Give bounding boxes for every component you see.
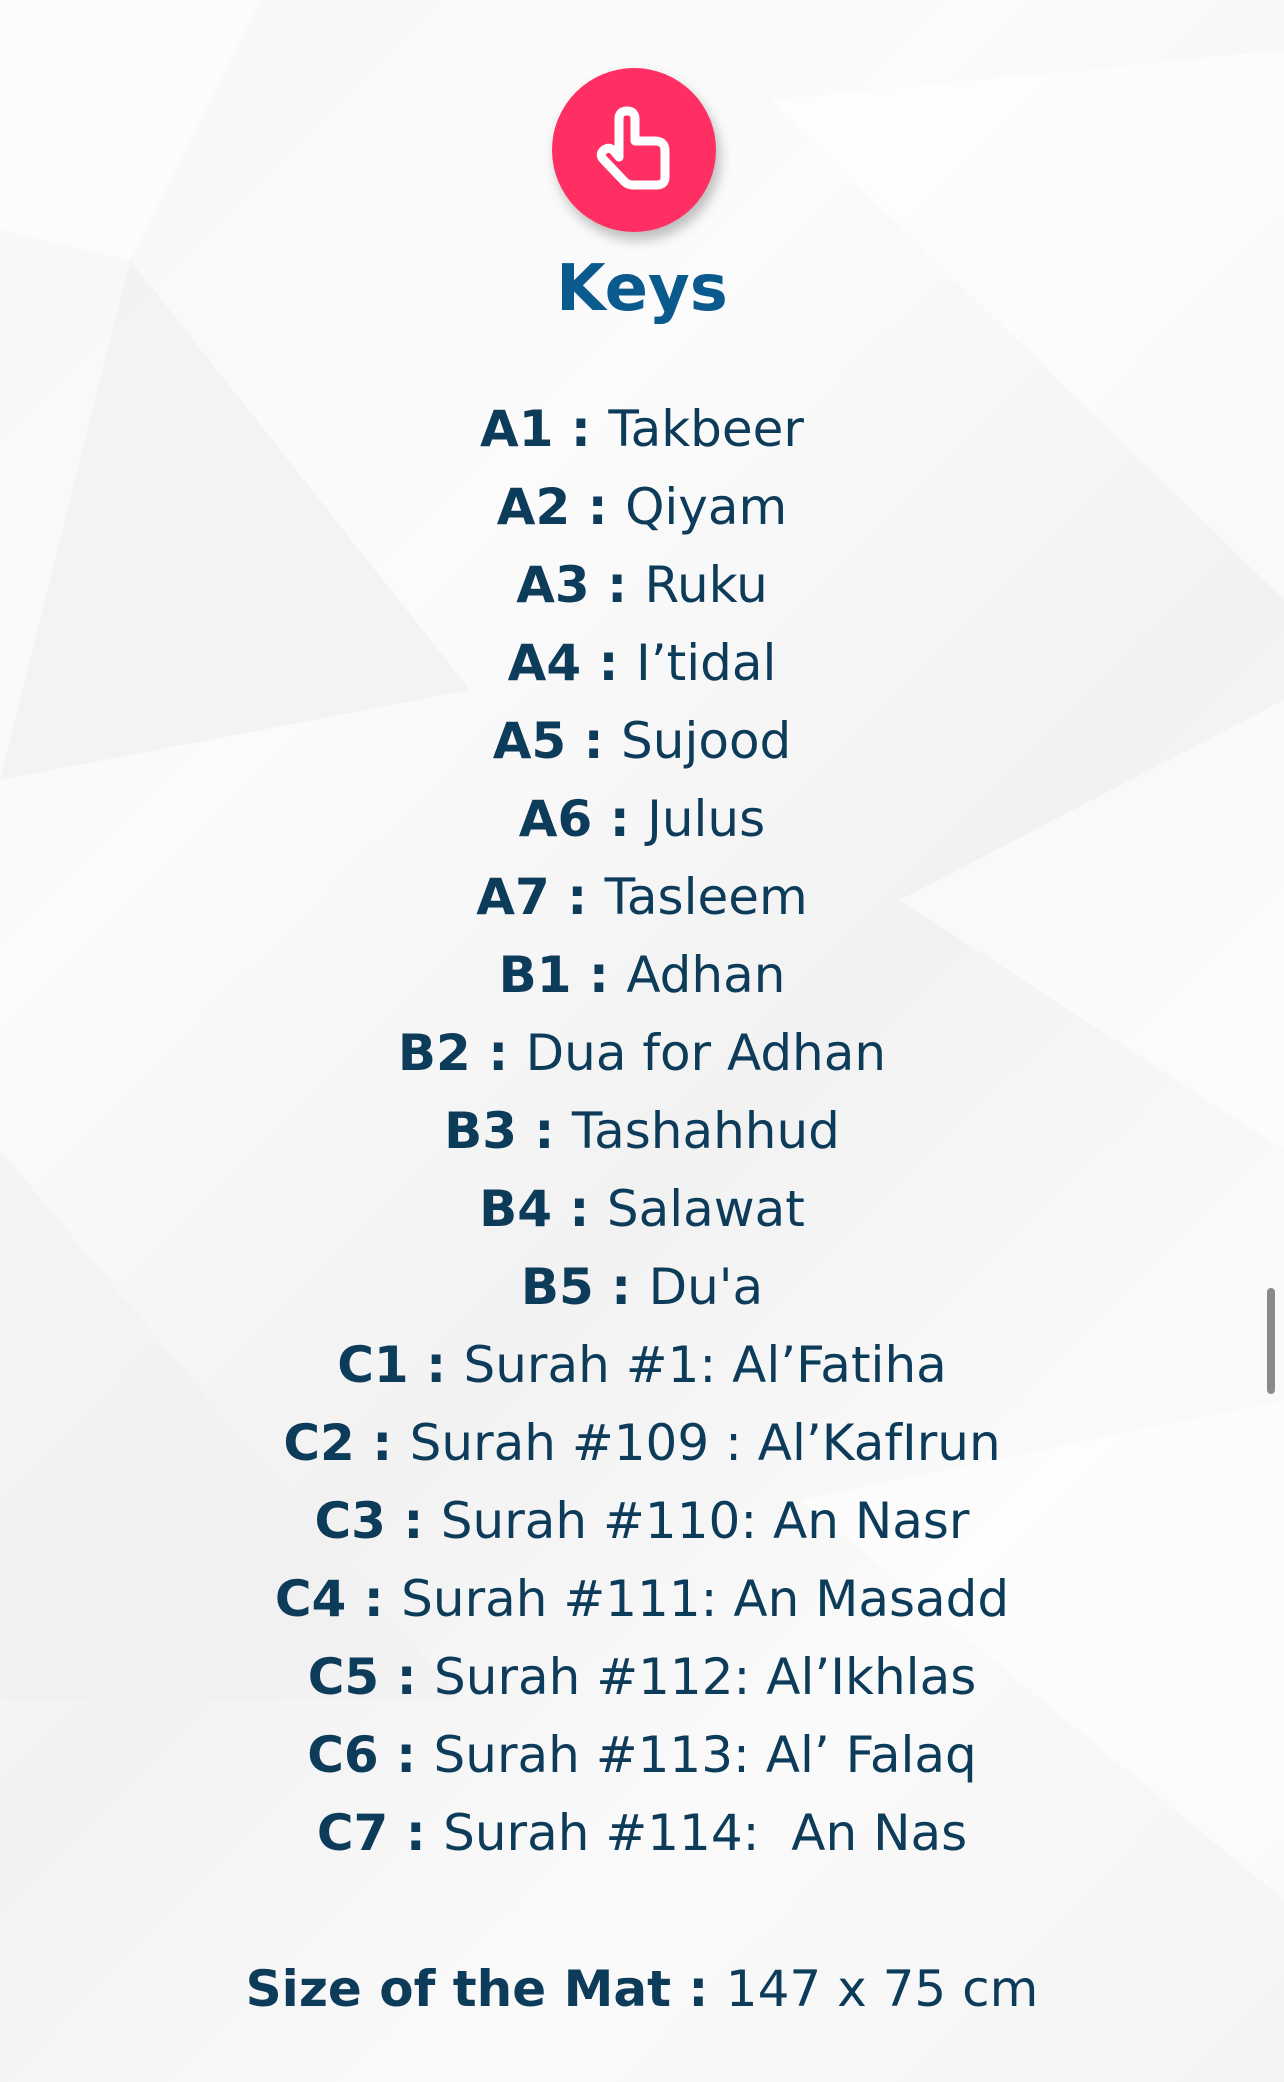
key-separator: : <box>378 1726 434 1784</box>
key-separator: : <box>354 1414 410 1472</box>
key-item-c3: C3 : Surah #110: An Nasr <box>0 1482 1284 1560</box>
key-label: Surah #109 : Al’KafIrun <box>409 1414 1001 1472</box>
key-code: A2 <box>496 478 571 536</box>
key-code: A5 <box>492 712 567 770</box>
key-code: A6 <box>518 790 593 848</box>
key-separator: : <box>379 1648 435 1706</box>
key-separator: : <box>570 478 626 536</box>
key-label: Julus <box>647 790 766 848</box>
key-separator: : <box>589 556 645 614</box>
key-item-b4: B4 : Salawat <box>0 1170 1284 1248</box>
key-separator: : <box>552 1180 607 1238</box>
mat-size-label: Size of the Mat <box>245 1960 671 2018</box>
key-separator: : <box>517 1102 572 1160</box>
key-label: Surah #111: An Masadd <box>401 1570 1010 1628</box>
key-label: Tashahhud <box>571 1102 840 1160</box>
key-label: Ruku <box>644 556 768 614</box>
key-separator: : <box>553 400 609 458</box>
key-item-a4: A4 : I’tidal <box>0 624 1284 702</box>
key-code: A3 <box>516 556 590 614</box>
key-code: B2 <box>397 1024 471 1082</box>
key-item-a2: A2 : Qiyam <box>0 468 1284 546</box>
key-separator: : <box>592 790 648 848</box>
key-item-b5: B5 : Du'a <box>0 1248 1284 1326</box>
key-code: B1 <box>498 946 572 1004</box>
key-code: C4 <box>274 1570 347 1628</box>
key-item-a6: A6 : Julus <box>0 780 1284 858</box>
key-label: Surah #1: Al’Fatiha <box>463 1336 947 1394</box>
key-code: C1 <box>337 1336 409 1394</box>
key-item-a3: A3 : Ruku <box>0 546 1284 624</box>
page-title: Keys <box>556 252 728 326</box>
key-code: C3 <box>314 1492 386 1550</box>
key-separator: : <box>593 1258 649 1316</box>
key-item-a5: A5 : Sujood <box>0 702 1284 780</box>
key-item-b2: B2 : Dua for Adhan <box>0 1014 1284 1092</box>
key-item-c7: C7 : Surah #114: An Nas <box>0 1794 1284 1872</box>
key-item-c1: C1 : Surah #1: Al’Fatiha <box>0 1326 1284 1404</box>
key-label: Qiyam <box>625 478 788 536</box>
hand-pointer-icon <box>596 106 670 190</box>
key-code: C2 <box>283 1414 355 1472</box>
key-code: B3 <box>444 1102 517 1160</box>
key-separator: : <box>385 1492 441 1550</box>
key-code: B4 <box>479 1180 553 1238</box>
key-separator: : <box>571 946 627 1004</box>
key-label: Takbeer <box>608 400 804 458</box>
key-separator: : <box>408 1336 464 1394</box>
key-item-a7: A7 : Tasleem <box>0 858 1284 936</box>
key-label: Surah #110: An Nasr <box>440 1492 970 1550</box>
key-label: Surah #113: Al’ Falaq <box>433 1726 977 1784</box>
key-separator: : <box>346 1570 402 1628</box>
key-label: Du'a <box>648 1258 764 1316</box>
key-item-b3: B3 : Tashahhud <box>0 1092 1284 1170</box>
key-item-a1: A1 : Takbeer <box>0 390 1284 468</box>
key-separator: : <box>549 868 605 926</box>
key-code: B5 <box>520 1258 594 1316</box>
scrollbar[interactable] <box>1267 1288 1275 1394</box>
key-item-c5: C5 : Surah #112: Al’Ikhlas <box>0 1638 1284 1716</box>
key-label: I’tidal <box>635 634 777 692</box>
key-code: A1 <box>480 400 554 458</box>
key-separator: : <box>566 712 622 770</box>
keys-icon-badge <box>552 68 716 232</box>
key-separator: : <box>581 634 636 692</box>
key-item-c4: C4 : Surah #111: An Masadd <box>0 1560 1284 1638</box>
key-label: Sujood <box>621 712 792 770</box>
key-item-c2: C2 : Surah #109 : Al’KafIrun <box>0 1404 1284 1482</box>
key-code: C5 <box>307 1648 380 1706</box>
key-code: A7 <box>476 868 550 926</box>
key-code: C7 <box>316 1804 389 1862</box>
key-label: Dua for Adhan <box>525 1024 887 1082</box>
key-separator: : <box>470 1024 526 1082</box>
keys-list: A1 : Takbeer A2 : Qiyam A3 : Ruku A4 : I’ti… <box>0 390 1284 1872</box>
key-separator: : <box>388 1804 444 1862</box>
key-label: Adhan <box>626 946 786 1004</box>
mat-size: Size of the Mat : 147 x 75 cm <box>0 1950 1284 2028</box>
key-label: Salawat <box>606 1180 805 1238</box>
key-item-c6: C6 : Surah #113: Al’ Falaq <box>0 1716 1284 1794</box>
key-item-b1: B1 : Adhan <box>0 936 1284 1014</box>
key-label: Tasleem <box>604 868 808 926</box>
key-label: Surah #114: An Nas <box>443 1804 968 1862</box>
mat-size-value: 147 x 75 cm <box>725 1960 1039 2018</box>
key-code: C6 <box>307 1726 379 1784</box>
mat-size-separator: : <box>670 1960 726 2018</box>
key-label: Surah #112: Al’Ikhlas <box>434 1648 977 1706</box>
key-code: A4 <box>507 634 582 692</box>
